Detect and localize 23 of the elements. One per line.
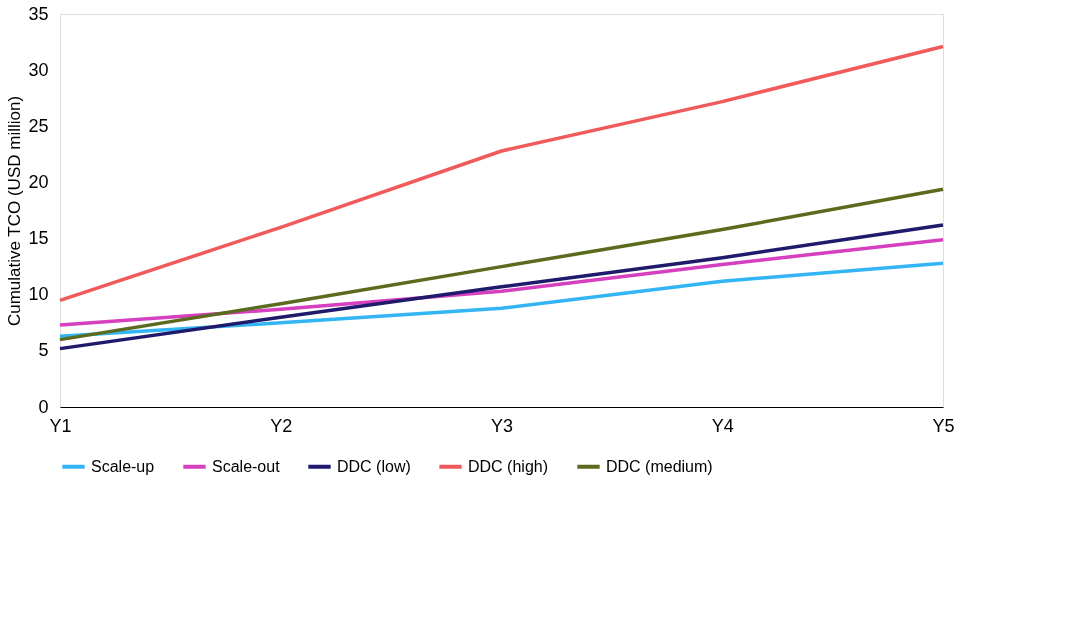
- line-series: [58, 44, 945, 303]
- line-series: [58, 187, 945, 342]
- y-tick-label: 0: [38, 396, 49, 417]
- y-tick-label: 10: [28, 284, 49, 305]
- legend-label: Scale-out: [212, 457, 281, 475]
- y-tick-label: 30: [28, 59, 49, 80]
- line-series: [58, 223, 945, 351]
- y-tick-label: 20: [28, 171, 49, 192]
- x-tick-label: Y3: [490, 415, 514, 436]
- y-tick-label: 35: [28, 3, 49, 24]
- y-axis-title: Cumulative TCO (USD million): [5, 95, 25, 327]
- x-tick-label: Y1: [49, 415, 72, 436]
- y-tick-label: 15: [28, 228, 49, 249]
- legend-label: DDC (medium): [606, 457, 713, 475]
- x-tick-label: Y2: [270, 415, 293, 436]
- line-series: [58, 261, 945, 339]
- x-tick-label: Y5: [932, 415, 955, 436]
- legend-label: DDC (high): [468, 457, 549, 475]
- legend-label: Scale-up: [91, 457, 155, 475]
- y-tick-label: 5: [38, 340, 49, 361]
- legend-label: DDC (low): [337, 457, 411, 475]
- x-tick-label: Y4: [711, 415, 734, 436]
- y-tick-label: 25: [28, 115, 49, 136]
